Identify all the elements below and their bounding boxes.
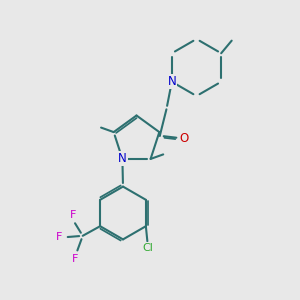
Text: N: N <box>118 152 127 165</box>
Text: Cl: Cl <box>142 243 153 253</box>
Text: F: F <box>70 210 76 220</box>
Text: F: F <box>56 232 62 242</box>
Text: F: F <box>71 254 78 264</box>
Text: N: N <box>167 75 176 88</box>
Text: O: O <box>179 132 189 145</box>
